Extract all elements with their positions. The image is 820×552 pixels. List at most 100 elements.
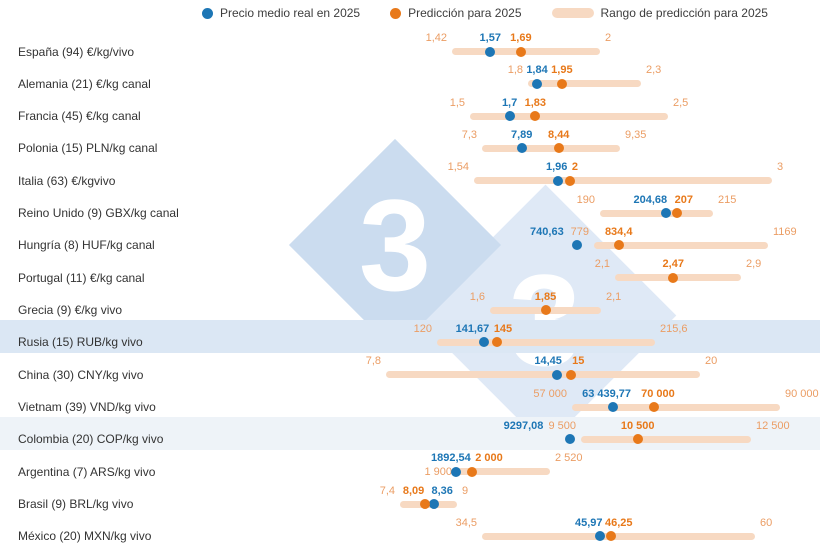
real-value-label: 1,96 [546,161,568,174]
range-max-label: 12 500 [756,419,790,432]
real-price-dot [552,175,563,186]
prediction-dot [564,175,575,186]
real-price-dot [594,531,605,542]
prediction-dot [419,499,430,510]
country-label: Portugal (11) €/kg canal [18,270,145,285]
prediction-range-bar [474,177,772,185]
range-max-label: 2 520 [555,452,583,465]
country-label: Polonia (15) PLN/kg canal [18,141,158,156]
country-label: México (20) MXN/kg vivo [18,529,152,544]
country-label: Italia (63) €/kgvivo [18,173,116,188]
legend-label-prediction: Predicción para 2025 [408,6,522,20]
prediction-dot [566,369,577,380]
range-min-label: 1,42 [425,32,447,44]
prediction-range-bar [457,468,550,476]
prediction-range-bar [452,48,600,55]
prediction-value-label: 1,83 [524,96,547,109]
prediction-value-label: 8,44 [548,128,570,141]
prediction-range-bar [437,338,655,346]
range-max-label: 2 [605,32,612,44]
range-max-label: 60 [760,516,773,529]
country-label: Colombia (20) COP/kg vivo [18,432,164,447]
prediction-range-bar [386,371,700,379]
real-value-label: 1,57 [479,32,501,44]
range-max-label: 2,9 [746,258,762,271]
prediction-value-label: 46,25 [605,516,633,529]
prediction-dot [613,240,624,251]
range-max-label: 90 000 [785,387,819,400]
prediction-range-bar [594,241,768,249]
prediction-value-label: 8,09 [402,484,425,497]
real-value-label: 14,45 [534,355,562,368]
range-min-label: 1,54 [447,161,469,174]
range-max-label: 215,6 [660,322,688,335]
real-value-label: 9297,08 [503,419,544,432]
range-max-label: 2,5 [673,96,689,109]
prediction-value-label: 2,47 [662,258,684,271]
legend-item-real-price[interactable]: Precio medio real en 2025 [202,6,360,20]
prediction-range-bar [581,435,751,443]
real-price-dot [485,46,496,57]
watermark-3-glyph: 3 [358,172,432,318]
real-value-label: 740,63 [530,225,564,238]
prediction-dot [632,434,643,445]
real-price-dot [607,402,618,413]
range-max-label: 1169 [773,225,797,238]
range-max-label: 215 [718,193,737,206]
real-value-label: 7,89 [510,128,533,141]
country-label: Brasil (9) BRL/kg vivo [18,497,134,512]
legend-item-prediction[interactable]: Predicción para 2025 [390,6,522,20]
range-min-label: 2,1 [594,258,610,271]
range-min-label: 190 [576,193,595,206]
prediction-value-label: 2 000 [475,452,503,465]
chart-legend: Precio medio real en 2025 Predicción par… [0,6,820,20]
row-highlight-rusia [0,320,820,353]
country-label: España (94) €/kg/vivo [18,44,135,59]
real-price-dot [450,466,461,477]
country-label: Reino Unido (9) GBX/kg canal [18,206,179,221]
prediction-range-bar [482,532,755,540]
range-max-label: 3 [777,161,784,174]
legend-item-prediction-range[interactable]: Rango de predicción para 2025 [551,6,768,20]
prediction-range-bar [528,80,641,88]
range-min-label: 120 [413,322,432,335]
prediction-value-label: 1,85 [534,290,557,303]
prediction-value-label: 1,69 [510,32,532,44]
real-value-label: 63 439,77 [582,387,632,400]
real-price-dot [661,208,672,219]
prediction-value-label: 15 [572,355,585,368]
range-max-label: 2,1 [606,290,622,303]
prediction-dot [515,46,526,57]
prediction-range-bar [470,112,668,120]
country-label: Francia (45) €/kg canal [18,109,141,124]
range-min-label: 1,6 [469,290,485,303]
range-max-label: 20 [705,355,718,368]
legend-label-real: Precio medio real en 2025 [220,6,361,20]
orange-dot-icon [390,7,402,19]
prediction-dot [540,305,551,316]
range-min-label: 779 [570,225,589,238]
prediction-dot [605,531,616,542]
row-highlight-colombia [0,417,820,450]
range-bar-icon [551,8,594,18]
prediction-value-label: 145 [493,322,513,335]
prediction-dot [556,78,567,89]
country-label: Vietnam (39) VND/kg vivo [18,400,156,415]
prediction-value-label: 2 [571,161,578,174]
range-max-label: 9,35 [625,128,647,141]
real-price-dot [479,337,490,348]
